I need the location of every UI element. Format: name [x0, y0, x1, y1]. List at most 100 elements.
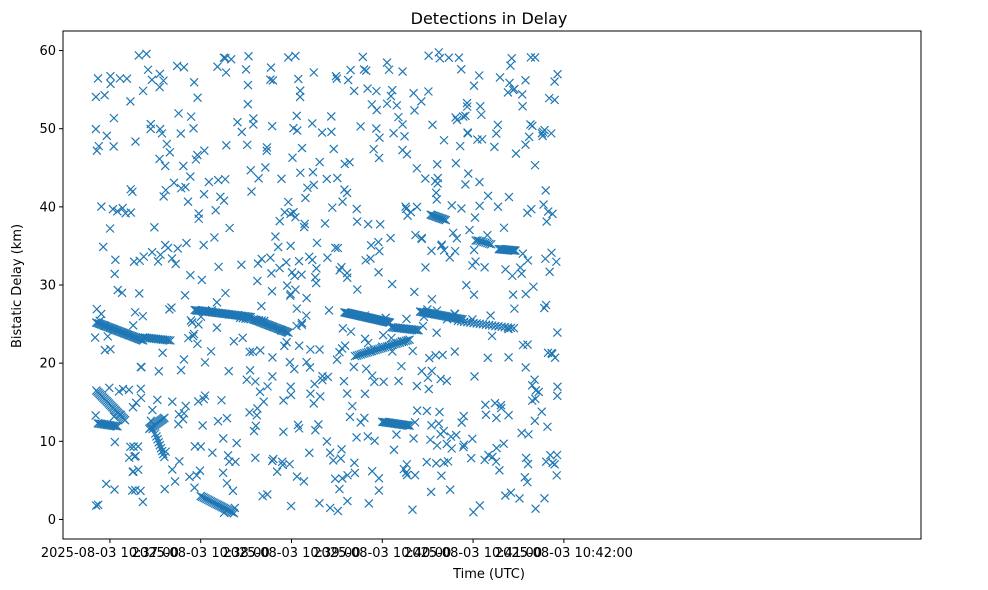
data-point — [262, 143, 272, 152]
data-point — [146, 124, 156, 134]
data-point — [265, 75, 275, 85]
data-point — [325, 448, 335, 458]
data-point — [213, 416, 223, 426]
data-point — [359, 413, 369, 423]
data-point — [541, 186, 551, 195]
data-point — [476, 110, 486, 120]
data-point — [320, 219, 330, 228]
data-point — [425, 435, 435, 445]
data-point — [189, 329, 199, 339]
data-point — [297, 318, 307, 328]
data-point — [462, 102, 472, 112]
data-point — [172, 61, 182, 71]
data-point — [374, 153, 384, 163]
data-point — [194, 320, 203, 329]
data-point — [507, 245, 516, 255]
data-point — [518, 340, 528, 350]
data-point — [289, 207, 298, 217]
data-point — [459, 440, 469, 450]
data-point — [462, 98, 472, 108]
data-point — [410, 417, 420, 427]
data-point — [482, 230, 492, 240]
data-point — [369, 377, 379, 387]
data-point — [178, 161, 188, 171]
y-axis-ticks: 0 10 20 30 40 50 60 — [39, 44, 63, 528]
data-point — [426, 487, 436, 497]
data-point — [469, 245, 479, 255]
data-point — [381, 313, 391, 323]
data-point — [335, 265, 345, 275]
data-point — [484, 450, 493, 460]
data-point — [91, 124, 101, 134]
data-point — [528, 282, 538, 292]
data-point — [100, 321, 110, 330]
data-point — [167, 465, 177, 474]
data-point — [166, 336, 175, 345]
data-point — [375, 133, 384, 143]
data-point — [438, 214, 448, 224]
data-point — [402, 314, 411, 324]
data-point — [349, 458, 359, 468]
data-point — [444, 53, 454, 63]
data-point — [250, 377, 260, 386]
data-point — [521, 75, 530, 85]
data-point — [255, 346, 265, 355]
data-point — [302, 183, 312, 193]
data-point — [504, 192, 514, 202]
data-point — [517, 90, 527, 99]
data-point — [186, 316, 196, 325]
data-point — [410, 470, 420, 480]
data-point — [552, 391, 562, 401]
data-point — [260, 163, 270, 172]
data-point — [422, 304, 432, 314]
data-point — [437, 240, 447, 250]
data-point — [486, 239, 496, 249]
data-point — [470, 213, 480, 223]
data-point — [505, 78, 514, 88]
data-point — [541, 457, 551, 467]
data-point — [143, 65, 153, 75]
data-point — [343, 75, 353, 85]
data-point — [480, 455, 490, 465]
data-point — [213, 62, 222, 72]
data-point — [307, 255, 317, 265]
data-point — [332, 355, 342, 365]
data-point — [120, 415, 130, 425]
data-point — [103, 331, 113, 341]
data-point — [315, 157, 325, 167]
data-point — [199, 240, 209, 250]
data-point — [347, 401, 357, 411]
data-point — [360, 334, 370, 344]
data-point — [185, 472, 194, 482]
data-point — [361, 66, 371, 76]
data-point — [364, 499, 374, 508]
data-point — [306, 389, 315, 399]
data-point — [295, 86, 305, 96]
data-point — [339, 376, 349, 386]
data-point — [292, 304, 302, 314]
data-point — [153, 257, 163, 266]
data-point — [286, 390, 296, 400]
data-point — [543, 348, 553, 358]
data-point — [544, 93, 554, 103]
data-point — [250, 453, 260, 463]
data-point — [149, 222, 159, 232]
data-point — [521, 363, 531, 372]
data-point — [461, 280, 471, 290]
data-point — [422, 406, 432, 416]
data-point — [192, 150, 202, 160]
data-point — [352, 433, 361, 442]
data-point — [366, 254, 375, 263]
data-point — [246, 165, 256, 175]
data-point — [192, 470, 202, 480]
data-point — [131, 137, 140, 147]
data-point — [160, 240, 170, 250]
data-point — [92, 146, 102, 156]
data-point — [427, 366, 437, 376]
data-point — [451, 158, 461, 168]
data-point — [451, 112, 461, 122]
data-point — [371, 86, 381, 96]
data-point — [280, 207, 290, 217]
data-point — [393, 112, 403, 122]
data-point — [152, 395, 162, 405]
